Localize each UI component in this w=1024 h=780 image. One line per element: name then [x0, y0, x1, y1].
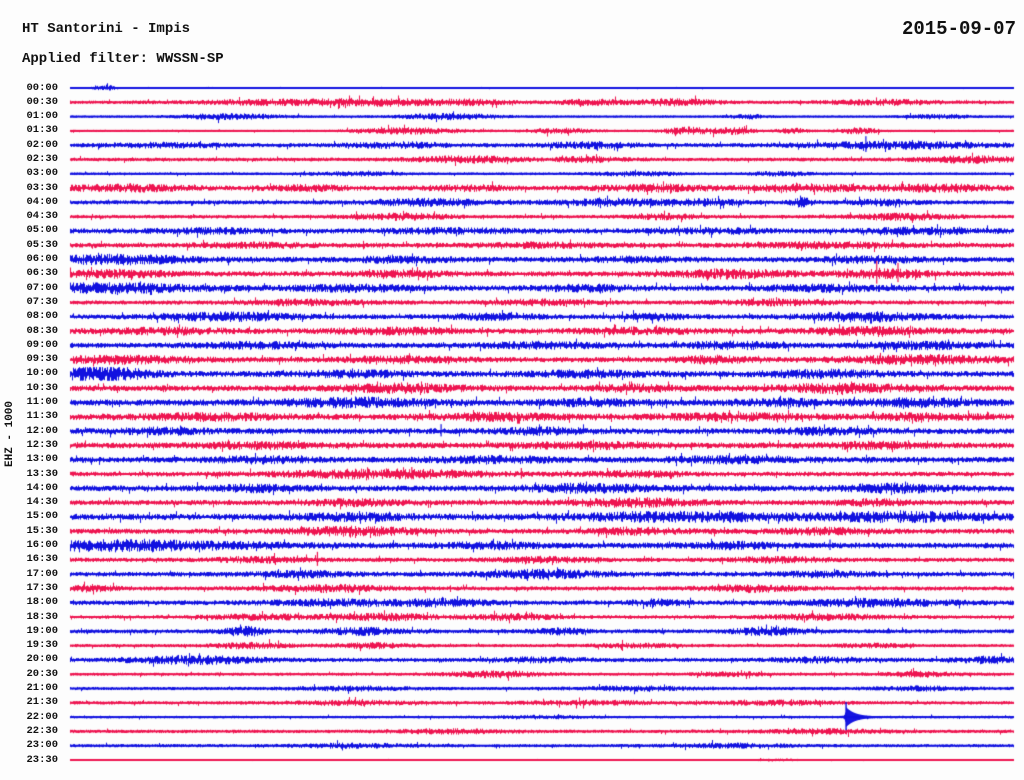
time-label: 14:00 [26, 481, 58, 494]
time-label: 12:00 [26, 424, 58, 437]
time-label: 19:00 [26, 624, 58, 637]
time-label: 09:30 [26, 353, 58, 366]
time-label: 02:00 [26, 138, 58, 151]
time-label: 01:00 [26, 110, 58, 123]
time-label: 00:30 [26, 95, 58, 108]
time-label: 04:30 [26, 210, 58, 223]
time-label: 05:30 [26, 238, 58, 251]
time-label: 22:00 [26, 710, 58, 723]
time-label: 23:30 [26, 753, 58, 766]
time-label: 17:00 [26, 567, 58, 580]
time-label: 19:30 [26, 639, 58, 652]
time-label: 10:30 [26, 381, 58, 394]
time-label: 11:00 [26, 396, 58, 409]
time-label: 15:00 [26, 510, 58, 523]
time-label: 09:00 [26, 338, 58, 351]
time-label: 03:30 [26, 181, 58, 194]
time-label: 13:00 [26, 453, 58, 466]
time-label: 11:30 [26, 410, 58, 423]
time-label: 02:30 [26, 152, 58, 165]
date-label: 2015-09-07 [901, 18, 1016, 40]
time-label: 10:00 [26, 367, 58, 380]
page-title: HT Santorini - Impis [22, 21, 191, 37]
time-label: 08:00 [26, 310, 58, 323]
time-label: 08:30 [26, 324, 58, 337]
time-label: 13:30 [26, 467, 58, 480]
time-label: 20:00 [26, 653, 58, 666]
time-axis: 00:00 00:30 01:00 01:30 02:00 02:30 03:00 03:30… [0, 0, 58, 780]
time-label: 22:30 [26, 724, 58, 737]
time-label: 05:00 [26, 224, 58, 237]
time-label: 15:30 [26, 524, 58, 537]
time-label: 21:00 [26, 682, 58, 694]
time-label: 20:30 [26, 667, 58, 680]
time-label: 18:00 [26, 596, 58, 609]
time-label: 06:00 [26, 253, 58, 266]
time-label: 12:30 [26, 438, 58, 451]
time-label: 07:30 [26, 295, 58, 308]
time-label: 17:30 [26, 581, 58, 594]
time-label: 00:00 [26, 81, 58, 94]
time-label: 16:00 [26, 539, 58, 552]
time-label: 06:30 [26, 267, 58, 280]
time-label: 21:30 [26, 696, 58, 709]
time-label: 14:30 [26, 496, 58, 509]
applied-filter-label: Applied filter: WWSSN-SP [22, 51, 224, 67]
time-label: 23:00 [26, 739, 58, 752]
time-label: 04:00 [26, 195, 58, 208]
time-label: 18:30 [26, 610, 58, 623]
time-label: 07:00 [26, 281, 58, 294]
time-label: 16:30 [26, 553, 58, 566]
time-label: 01:30 [26, 124, 58, 137]
time-label: 03:00 [26, 167, 58, 180]
